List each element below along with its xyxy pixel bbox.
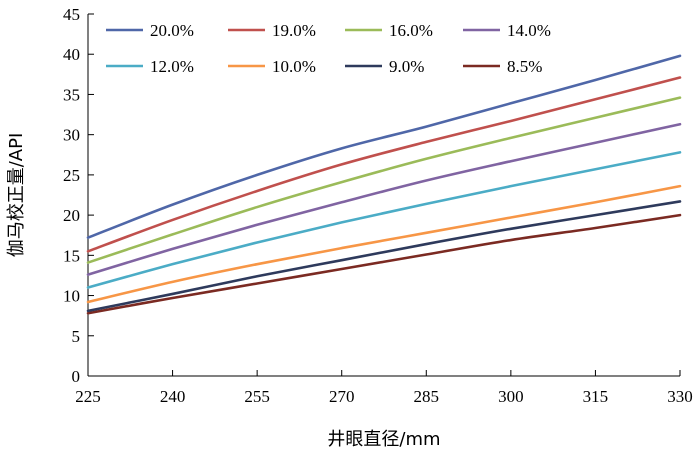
series-line <box>86 213 682 315</box>
series-line <box>86 184 682 304</box>
y-tick-label: 15 <box>63 246 80 265</box>
series-line <box>86 54 682 239</box>
y-tick-label: 20 <box>63 206 80 225</box>
legend-label: 8.5% <box>507 57 542 76</box>
series-lines <box>86 54 682 315</box>
series-line <box>86 76 682 253</box>
y-tick-label: 45 <box>63 5 80 24</box>
y-tick-label: 35 <box>63 85 80 104</box>
x-axis-title: 井眼直径/mm <box>327 429 440 450</box>
series-line <box>86 200 682 313</box>
legend: 20.0% 19.0% 16.0% 14.0% 12.0% 10.0% 9.0% 8.5% <box>106 21 551 76</box>
x-tick-label: 315 <box>583 387 609 406</box>
y-tick-label: 40 <box>63 45 80 64</box>
series-line <box>86 122 682 276</box>
y-tick-label: 5 <box>72 327 81 346</box>
legend-label: 14.0% <box>507 21 551 40</box>
legend-label: 9.0% <box>389 57 424 76</box>
x-tick-label: 240 <box>160 387 186 406</box>
x-tick-label: 270 <box>329 387 355 406</box>
series-line <box>86 151 682 289</box>
legend-label: 10.0% <box>272 57 316 76</box>
y-axis-title: 伽马校正量/API <box>6 133 27 258</box>
y-tick-label: 0 <box>72 367 81 386</box>
series-line <box>86 96 682 264</box>
x-tick-label: 255 <box>244 387 270 406</box>
x-tick-label: 225 <box>75 387 101 406</box>
y-tick-label: 25 <box>63 166 80 185</box>
x-ticks: 225 240 255 270 285 300 315 330 <box>75 370 693 406</box>
axes <box>87 14 680 377</box>
legend-label: 16.0% <box>389 21 433 40</box>
y-tick-label: 30 <box>63 126 80 145</box>
legend-label: 19.0% <box>272 21 316 40</box>
legend-label: 12.0% <box>150 57 194 76</box>
legend-label: 20.0% <box>150 21 194 40</box>
x-tick-label: 330 <box>667 387 693 406</box>
y-ticks: 0 5 10 15 20 25 30 35 40 45 <box>63 5 94 386</box>
y-tick-label: 10 <box>63 287 80 306</box>
x-tick-label: 285 <box>414 387 440 406</box>
x-tick-label: 300 <box>498 387 524 406</box>
